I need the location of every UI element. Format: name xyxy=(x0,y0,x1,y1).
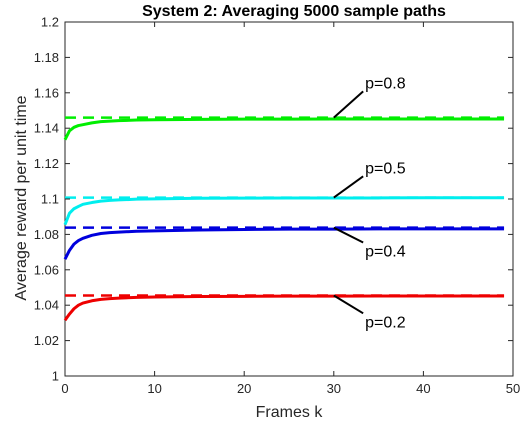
series-line-p-0-4 xyxy=(63,227,505,260)
plot-area xyxy=(63,21,514,377)
x-tick-label: 20 xyxy=(237,381,251,396)
annotation-pointer xyxy=(333,90,364,119)
y-axis: 1 1.02 1.04 1.06 1.08 1.1 1.12 1.14 1.16 1.18 1.2 xyxy=(34,15,513,384)
y-tick-label: 1.02 xyxy=(34,333,59,348)
chart-title: System 2: Averaging 5000 sample paths xyxy=(142,3,446,20)
series-line-p-0-2 xyxy=(63,294,505,322)
y-tick-label: 1.04 xyxy=(34,298,59,313)
y-tick-label: 1.06 xyxy=(34,262,59,277)
y-tick-label: 1.1 xyxy=(41,192,59,207)
annotations: p=0.8 p=0.5 p=0.4 p=0.2 xyxy=(333,75,406,331)
annotation-pointer xyxy=(333,294,364,315)
series-line-p-0-5 xyxy=(63,196,505,226)
annotation-label: p=0.5 xyxy=(365,160,406,177)
y-axis-label: Average reward per unit time xyxy=(13,95,30,300)
x-tick-label: 30 xyxy=(327,381,341,396)
annotation-pointer xyxy=(333,175,364,199)
x-tick-label: 50 xyxy=(506,381,520,396)
annotation-pointer xyxy=(333,226,364,244)
series-line-p-0-8 xyxy=(63,117,505,141)
annotation-label: p=0.8 xyxy=(365,75,406,92)
x-axis-label: Frames k xyxy=(256,404,324,421)
annotation-label: p=0.2 xyxy=(365,314,406,331)
y-tick-label: 1.14 xyxy=(34,121,59,136)
x-axis: 0 10 20 30 40 50 xyxy=(61,22,520,396)
x-tick-label: 40 xyxy=(416,381,430,396)
x-tick-label: 10 xyxy=(147,381,161,396)
y-tick-label: 1.18 xyxy=(34,50,59,65)
y-tick-label: 1.12 xyxy=(34,156,59,171)
y-tick-label: 1 xyxy=(52,369,59,384)
y-tick-label: 1.2 xyxy=(41,15,59,30)
y-tick-label: 1.16 xyxy=(34,85,59,100)
x-tick-label: 0 xyxy=(61,381,68,396)
annotation-label: p=0.4 xyxy=(365,244,406,261)
y-tick-label: 1.08 xyxy=(34,227,59,242)
